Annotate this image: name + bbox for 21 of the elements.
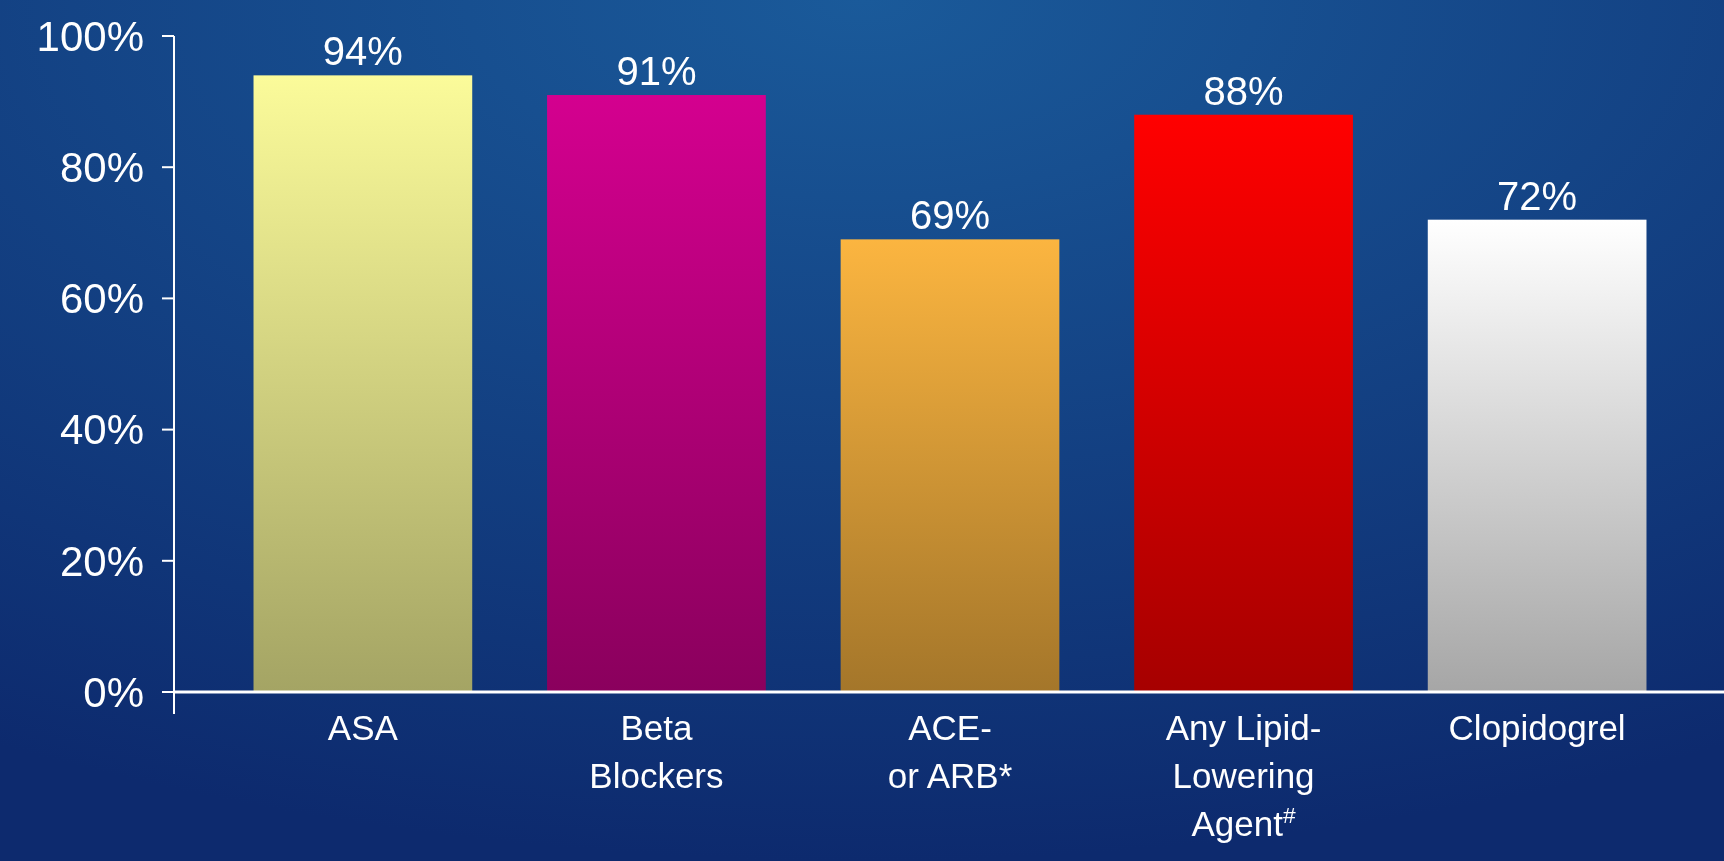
bar — [1427, 219, 1647, 692]
y-tick-label: 100% — [36, 12, 144, 60]
y-tick-label: 60% — [59, 275, 144, 323]
data-label: 72% — [1497, 173, 1578, 218]
y-tick-label: 40% — [59, 406, 144, 454]
y-tick-label: 20% — [59, 537, 144, 585]
data-label: 94% — [322, 29, 403, 74]
x-tick-label: Any Lipid- Lowering Agent$^{#}$ — [1165, 708, 1322, 843]
x-tick-label: Clopidogrel — [1448, 708, 1626, 747]
x-tick-label: Beta Blockers — [589, 708, 724, 795]
y-tick-label: 80% — [59, 143, 144, 191]
y-tick-label: 0% — [83, 668, 144, 716]
data-label: 91% — [616, 49, 697, 94]
bar — [547, 95, 766, 692]
data-label: 88% — [1203, 68, 1284, 113]
bar — [840, 239, 1060, 692]
data-label: 69% — [909, 193, 991, 238]
x-tick-label: ACE- or ARB* — [887, 708, 1013, 795]
bar — [1134, 114, 1353, 692]
bar — [253, 75, 473, 692]
x-tick-label: ASA — [327, 708, 399, 747]
